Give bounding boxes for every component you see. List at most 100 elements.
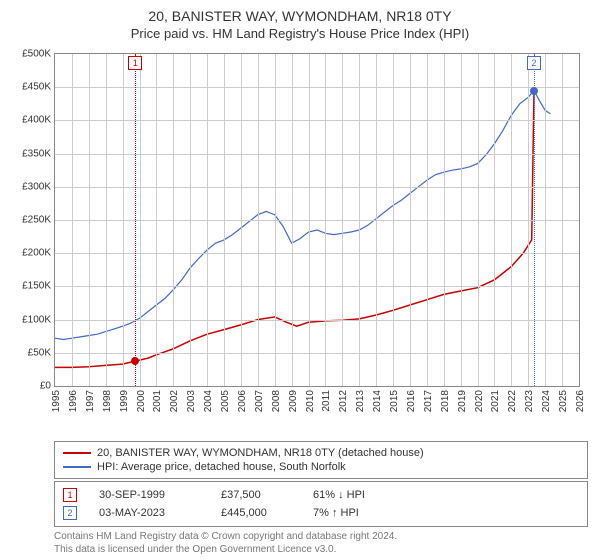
gridline-v xyxy=(72,54,73,386)
gridline-h xyxy=(55,120,579,121)
event-2-price: £445,000 xyxy=(221,507,291,519)
event-marker-1-icon: 1 xyxy=(63,488,77,502)
xtick-label: 2026 xyxy=(575,390,586,412)
gridline-v xyxy=(427,54,428,386)
chart-area: £0£50K£100K£150K£200K£250K£300K£350K£400… xyxy=(12,49,588,435)
ytick-label: £100K xyxy=(22,314,51,325)
xtick-label: 1998 xyxy=(102,390,113,412)
xtick-label: 2003 xyxy=(186,390,197,412)
xtick-label: 2023 xyxy=(524,390,535,412)
gridline-h xyxy=(55,253,579,254)
gridline-v xyxy=(275,54,276,386)
ytick-label: £400K xyxy=(22,115,51,126)
xtick-label: 2002 xyxy=(169,390,180,412)
event-marker-2-icon: 2 xyxy=(63,506,77,520)
xtick-label: 2025 xyxy=(558,390,569,412)
xtick-label: 2007 xyxy=(254,390,265,412)
xtick-label: 2022 xyxy=(507,390,518,412)
xtick-label: 1996 xyxy=(68,390,79,412)
xtick-label: 2018 xyxy=(440,390,451,412)
gridline-v xyxy=(410,54,411,386)
ytick-label: £300K xyxy=(22,181,51,192)
xtick-label: 2011 xyxy=(321,390,332,412)
legend-row-hpi: HPI: Average price, detached house, Sout… xyxy=(63,460,579,474)
xtick-label: 2008 xyxy=(271,390,282,412)
gridline-v xyxy=(190,54,191,386)
gridline-h xyxy=(55,87,579,88)
xtick-label: 2015 xyxy=(389,390,400,412)
gridline-v xyxy=(562,54,563,386)
gridline-v xyxy=(478,54,479,386)
event-2-date: 03-MAY-2023 xyxy=(99,507,199,519)
gridline-v xyxy=(393,54,394,386)
plot-region: £0£50K£100K£150K£200K£250K£300K£350K£400… xyxy=(54,53,580,387)
event-marker-2-line xyxy=(534,54,535,386)
xtick-label: 2024 xyxy=(541,390,552,412)
xtick-label: 1999 xyxy=(119,390,130,412)
gridline-v xyxy=(309,54,310,386)
gridline-v xyxy=(156,54,157,386)
gridline-v xyxy=(444,54,445,386)
event-row-2: 2 03-MAY-2023 £445,000 7% ↑ HPI xyxy=(63,504,579,522)
xtick-label: 2017 xyxy=(423,390,434,412)
chart-title-sub: Price paid vs. HM Land Registry's House … xyxy=(12,26,588,41)
event-2-delta: 7% ↑ HPI xyxy=(313,507,403,519)
chart-titles: 20, BANISTER WAY, WYMONDHAM, NR18 0TY Pr… xyxy=(12,8,588,41)
legend-row-price-paid: 20, BANISTER WAY, WYMONDHAM, NR18 0TY (d… xyxy=(63,446,579,460)
ytick-label: £200K xyxy=(22,248,51,259)
gridline-h xyxy=(55,154,579,155)
gridline-v xyxy=(89,54,90,386)
legend-box: 20, BANISTER WAY, WYMONDHAM, NR18 0TY (d… xyxy=(54,441,588,479)
gridline-v xyxy=(173,54,174,386)
gridline-v xyxy=(106,54,107,386)
ytick-label: £0 xyxy=(40,381,51,392)
ytick-label: £450K xyxy=(22,82,51,93)
event-1-delta: 61% ↓ HPI xyxy=(313,489,403,501)
license-line-2: This data is licensed under the Open Gov… xyxy=(54,544,588,557)
event-marker-2-box: 2 xyxy=(527,56,541,70)
xtick-label: 2005 xyxy=(220,390,231,412)
legend-label-hpi: HPI: Average price, detached house, Sout… xyxy=(97,461,346,473)
xtick-label: 2009 xyxy=(288,390,299,412)
xtick-label: 2010 xyxy=(305,390,316,412)
gridline-v xyxy=(528,54,529,386)
legend-swatch-price-paid xyxy=(63,452,91,454)
gridline-v xyxy=(258,54,259,386)
xtick-label: 2012 xyxy=(338,390,349,412)
license-text: Contains HM Land Registry data © Crown c… xyxy=(54,531,588,556)
xtick-label: 2004 xyxy=(203,390,214,412)
gridline-v xyxy=(461,54,462,386)
series-line-hpi xyxy=(55,91,550,340)
license-line-1: Contains HM Land Registry data © Crown c… xyxy=(54,531,588,544)
gridline-v xyxy=(207,54,208,386)
ytick-label: £250K xyxy=(22,215,51,226)
xtick-label: 2019 xyxy=(457,390,468,412)
ytick-label: £350K xyxy=(22,148,51,159)
xtick-label: 2013 xyxy=(355,390,366,412)
event-1-date: 30-SEP-1999 xyxy=(99,489,199,501)
gridline-h xyxy=(55,353,579,354)
xtick-label: 1995 xyxy=(51,390,62,412)
gridline-v xyxy=(292,54,293,386)
ytick-label: £150K xyxy=(22,281,51,292)
gridline-v xyxy=(342,54,343,386)
xtick-label: 2020 xyxy=(474,390,485,412)
gridline-v xyxy=(241,54,242,386)
xtick-label: 2001 xyxy=(152,390,163,412)
event-row-1: 1 30-SEP-1999 £37,500 61% ↓ HPI xyxy=(63,486,579,504)
gridline-v xyxy=(123,54,124,386)
legend-swatch-hpi xyxy=(63,466,91,468)
gridline-h xyxy=(55,320,579,321)
xtick-label: 2016 xyxy=(406,390,417,412)
xtick-label: 2021 xyxy=(490,390,501,412)
gridline-v xyxy=(325,54,326,386)
gridline-v xyxy=(545,54,546,386)
gridline-h xyxy=(55,220,579,221)
legend-label-price-paid: 20, BANISTER WAY, WYMONDHAM, NR18 0TY (d… xyxy=(97,447,424,459)
gridline-v xyxy=(376,54,377,386)
gridline-h xyxy=(55,187,579,188)
gridline-v xyxy=(511,54,512,386)
gridline-v xyxy=(359,54,360,386)
gridline-v xyxy=(224,54,225,386)
gridline-h xyxy=(55,286,579,287)
